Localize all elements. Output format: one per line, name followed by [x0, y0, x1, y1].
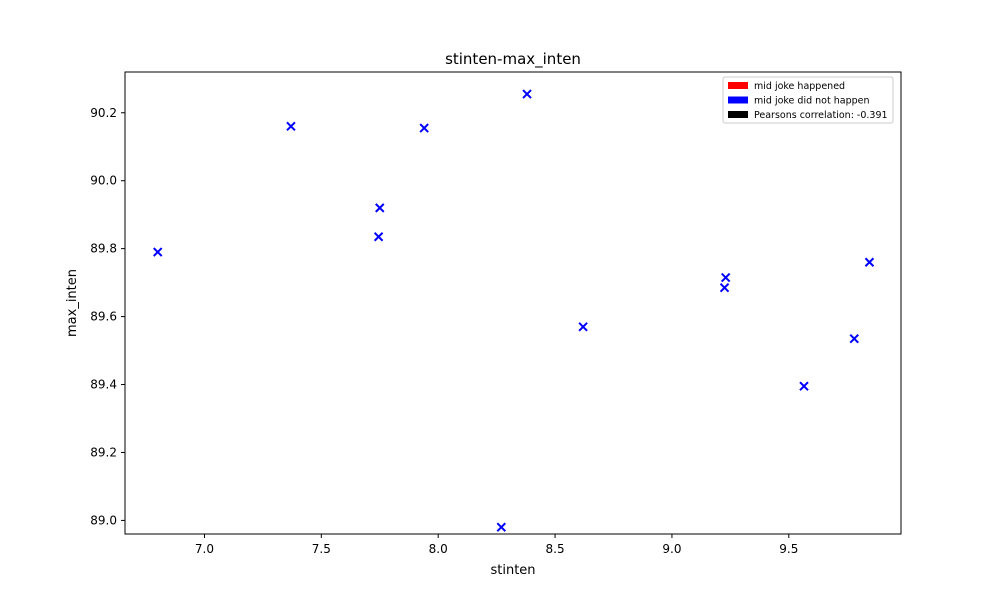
data-point-stroke [373, 232, 384, 242]
x-tick-label: 7.0 [195, 542, 214, 556]
y-tick-label: 89.2 [90, 445, 117, 459]
y-axis-label: max_inten [65, 269, 80, 337]
data-point [720, 272, 731, 283]
data-point [522, 89, 532, 99]
x-tick-label: 9.5 [779, 542, 798, 556]
data-point [375, 203, 385, 213]
y-tick-label: 89.0 [90, 513, 117, 527]
x-axis: 7.0 7.5 8.0 8.5 9.0 9.5 [195, 534, 798, 556]
legend-label: mid joke did not happen [754, 96, 870, 107]
data-point-stroke [153, 247, 163, 257]
legend-swatch [728, 82, 748, 89]
y-tick-label: 89.8 [90, 242, 117, 256]
y-axis: 89.0 89.2 89.4 89.6 89.8 90.0 90.2 [90, 106, 125, 527]
data-point [153, 247, 163, 257]
legend-label: mid joke happened [754, 81, 845, 92]
data-point-stroke [419, 123, 429, 133]
data-point [719, 283, 730, 293]
legend-label: Pearsons correlation: -0.391 [754, 110, 888, 121]
data-point [849, 333, 859, 344]
data-point-stroke [864, 257, 875, 267]
data-point-stroke [375, 203, 385, 213]
data-point [286, 121, 296, 132]
data-point [578, 322, 588, 332]
data-point-stroke [496, 522, 507, 532]
x-tick-label: 8.0 [429, 542, 448, 556]
data-point-stroke [286, 121, 296, 132]
data-point-stroke [799, 381, 809, 391]
data-point-stroke [522, 89, 532, 99]
x-tick-label: 8.5 [546, 542, 565, 556]
data-point [419, 123, 429, 133]
y-tick-label: 90.0 [90, 174, 117, 188]
plot-area [124, 71, 902, 535]
y-tick-label: 89.4 [90, 378, 117, 392]
x-tick-label: 7.5 [312, 542, 331, 556]
y-tick-label: 90.2 [90, 106, 117, 120]
data-point [864, 257, 875, 267]
legend-swatch [728, 96, 748, 104]
legend: mid joke happened mid joke did not happen… [722, 76, 894, 124]
data-point [496, 522, 507, 532]
x-tick-label: 9.0 [662, 542, 681, 556]
legend-box [722, 76, 894, 124]
x-axis-label: stinten [490, 563, 535, 578]
legend-swatch [728, 111, 748, 118]
chart-title: stinten-max_inten [445, 50, 581, 69]
data-point-stroke [719, 283, 730, 293]
data-point-stroke [578, 322, 588, 332]
data-points [153, 89, 875, 532]
y-tick-label: 89.6 [90, 310, 117, 324]
data-point [373, 232, 384, 242]
data-point [799, 381, 809, 391]
plot-frame [124, 71, 902, 535]
data-point-stroke [849, 333, 859, 344]
data-point-stroke [720, 272, 731, 283]
